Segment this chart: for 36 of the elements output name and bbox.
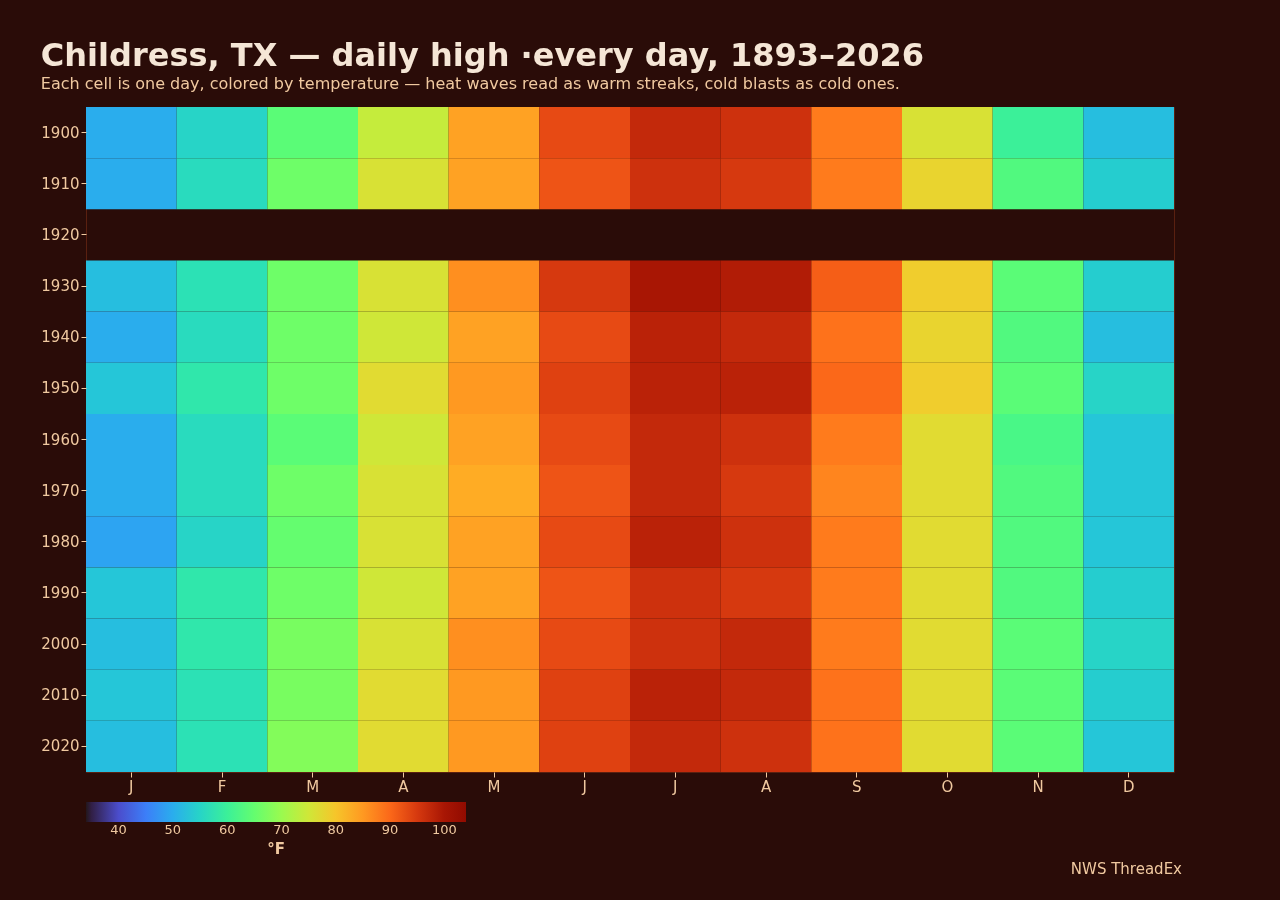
x-tick-label: J: [672, 777, 678, 796]
color-bar-label: 40: [110, 822, 127, 837]
color-bar-label: 70: [273, 822, 290, 837]
y-tick-label: 1990: [41, 583, 80, 602]
x-tick-label: M: [306, 777, 320, 796]
color-bar-label: 80: [327, 822, 344, 837]
color-bar-label: 90: [381, 822, 399, 837]
y-tick-label: 1920: [41, 225, 80, 244]
x-tick-label: N: [1032, 777, 1044, 796]
color-bar-title: °F: [267, 840, 285, 858]
x-tick-label: J: [128, 777, 134, 796]
y-tick-label: 1930: [41, 277, 80, 296]
y-tick-label: 1950: [41, 379, 80, 398]
x-tick-label: A: [398, 777, 410, 796]
y-tick-label: 1940: [41, 328, 80, 347]
x-tick-label: F: [217, 777, 227, 796]
color-bar-label: 50: [164, 822, 182, 837]
y-tick-label: 2010: [41, 686, 80, 705]
y-tick-label: 2000: [41, 635, 80, 654]
chart-subtitle: Each cell is one day, colored by temperature — heat waves read as warm streaks, cold blasts as cold ones.: [40, 74, 900, 93]
x-tick-label: M: [487, 777, 501, 796]
y-tick-label: 1970: [41, 481, 80, 500]
text: NWS ThreadEx: [1070, 860, 1182, 878]
y-tick-label: 1910: [41, 174, 80, 193]
color-bar-label: 100: [431, 822, 457, 837]
x-tick-label: D: [1122, 777, 1135, 796]
x-tick-label: J: [581, 777, 587, 796]
color-bar-label: 60: [218, 822, 236, 837]
chart-title: Childress, TX — daily high ·every day, 1893–2026: [40, 36, 925, 74]
x-tick-label: O: [941, 777, 954, 796]
y-tick-label: 1980: [41, 532, 80, 551]
y-tick-label: 1900: [41, 123, 80, 142]
y-tick-label: 1960: [41, 430, 80, 449]
x-tick-label: A: [760, 777, 772, 796]
x-tick-label: S: [851, 777, 862, 796]
y-tick-label: 2020: [41, 737, 80, 756]
